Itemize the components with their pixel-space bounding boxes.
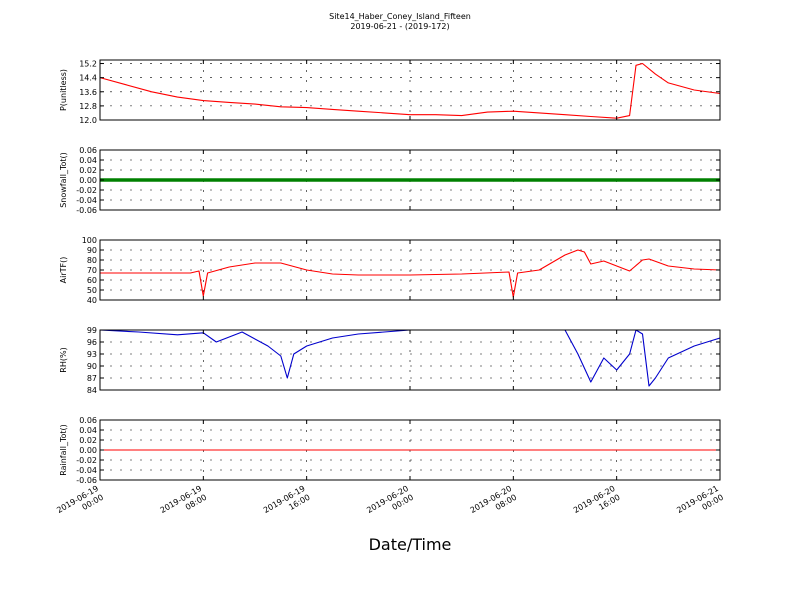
y-axis-label: P(unitless) — [59, 69, 68, 111]
panel-3: 99 96 93 90 87 84 RH(%) — [59, 326, 721, 395]
y-tick-label: 90 — [87, 246, 97, 255]
y-tick-label: 87 — [87, 374, 97, 383]
y-tick-label: 12.0 — [79, 116, 97, 125]
x-tick-label: 2019-06-2008:00 — [469, 484, 519, 524]
y-axis-label: Rainfall_Tot() — [59, 424, 68, 476]
series-line-2 — [100, 249, 721, 298]
y-tick-label: -0.06 — [76, 206, 97, 215]
y-tick-label: 40 — [87, 296, 97, 305]
y-tick-label: 0.06 — [79, 146, 97, 155]
y-tick-label: 0.06 — [79, 416, 97, 425]
panels: 15.214.413.612.812.0P(unitless)0.060.040… — [59, 59, 721, 485]
y-tick-label: -0.04 — [76, 196, 97, 205]
x-axis-label: Date/Time — [369, 535, 452, 554]
y-tick-label: 0.04 — [79, 426, 97, 435]
y-tick-label: 70 — [87, 266, 97, 275]
y-tick-label: 90 — [87, 362, 97, 371]
y-tick-label: -0.02 — [76, 456, 97, 465]
chart-title: Site14_Haber_Coney_Island_Fifteen — [329, 12, 471, 21]
y-tick-label: 80 — [87, 256, 97, 265]
y-axis-label: AirTF() — [59, 257, 68, 284]
y-tick-label: 0.00 — [79, 176, 97, 185]
y-axis-label: RH(%) — [59, 347, 68, 372]
x-tick-label: 2019-06-1908:00 — [159, 484, 209, 524]
series-line-3 — [99, 329, 721, 387]
y-tick-label: 0.04 — [79, 156, 97, 165]
y-tick-label: 15.2 — [79, 60, 97, 69]
y-tick-label: 0.00 — [79, 446, 97, 455]
y-tick-label: 99 — [87, 326, 97, 335]
y-tick-label: -0.06 — [76, 476, 97, 485]
y-tick-label: 96 — [87, 338, 97, 347]
y-tick-label: -0.02 — [76, 186, 97, 195]
series-line-0 — [99, 62, 721, 119]
y-tick-label: 14.4 — [79, 74, 97, 83]
y-tick-label: 50 — [87, 286, 97, 295]
y-tick-label: 13.6 — [79, 88, 97, 97]
y-tick-label: 84 — [87, 386, 97, 395]
y-axis-label: Snowfall_Tot() — [59, 152, 68, 208]
chart-subtitle: 2019-06-21 - (2019-172) — [350, 22, 449, 31]
x-axis-ticks: 2019-06-1900:00 2019-06-1908:00 2019-06-19… — [55, 484, 725, 524]
y-tick-label: 12.8 — [79, 102, 97, 111]
y-tick-label: 0.02 — [79, 436, 97, 445]
x-tick-label: 2019-06-2016:00 — [572, 484, 622, 524]
panel-0: 15.2 14.4 13.6 12.8 12.0 P(unitless) — [59, 59, 721, 125]
y-tick-label: 93 — [87, 350, 97, 359]
panel-1: 0.060.040.020.00-0.02-0.04-0.06 Snowfall_… — [59, 146, 721, 215]
y-tick-label: 100 — [82, 236, 97, 245]
y-tick-label: 0.02 — [79, 166, 97, 175]
x-tick-label: 2019-06-1916:00 — [262, 484, 312, 524]
y-tick-label: -0.04 — [76, 466, 97, 475]
x-tick-label: 2019-06-2100:00 — [675, 484, 725, 524]
x-tick-label: 2019-06-2000:00 — [365, 484, 415, 524]
y-tick-label: 60 — [87, 276, 97, 285]
x-tick-label: 2019-06-1900:00 — [55, 484, 105, 524]
panel-4: 0.060.040.020.00-0.02-0.04-0.06 Rainfall_… — [59, 416, 721, 485]
